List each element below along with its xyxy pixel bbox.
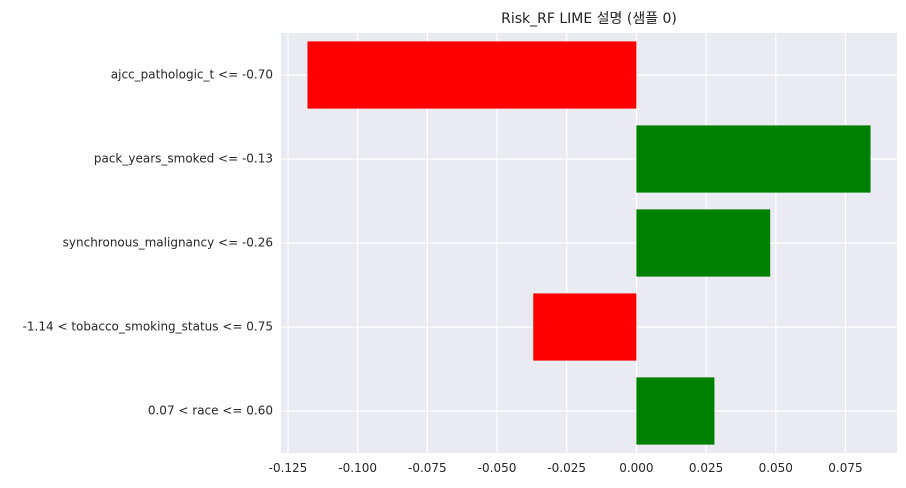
x-tick-labels: -0.125 -0.100 -0.075 -0.050 -0.025 0.000 0.025… [269, 461, 863, 475]
x-tick-label: 0.075 [828, 461, 862, 475]
x-tick-label: -0.025 [547, 461, 586, 475]
x-tick-label: -0.125 [269, 461, 308, 475]
x-tick-label: -0.075 [408, 461, 447, 475]
y-tick-label: -1.14 < tobacco_smoking_status <= 0.75 [23, 320, 273, 334]
bars [307, 41, 871, 445]
y-tick-label: pack_years_smoked <= -0.13 [94, 152, 273, 166]
bar [636, 125, 871, 193]
x-tick-label: -0.100 [338, 461, 377, 475]
bar [533, 293, 637, 361]
x-tick-label: 0.000 [619, 461, 653, 475]
bar [636, 209, 771, 277]
x-tick-label: 0.050 [759, 461, 793, 475]
bar [307, 41, 637, 109]
chart-title: Risk_RF LIME 설명 (샘플 0) [501, 11, 677, 27]
y-tick-label: ajcc_pathologic_t <= -0.70 [111, 68, 273, 82]
y-tick-labels: ajcc_pathologic_t <= -0.70 pack_years_smo… [23, 68, 273, 418]
x-tick-label: 0.025 [689, 461, 723, 475]
y-tick-label: 0.07 < race <= 0.60 [148, 404, 273, 418]
bar [636, 377, 715, 445]
y-tick-label: synchronous_malignancy <= -0.26 [63, 236, 273, 250]
x-tick-label: -0.050 [478, 461, 517, 475]
